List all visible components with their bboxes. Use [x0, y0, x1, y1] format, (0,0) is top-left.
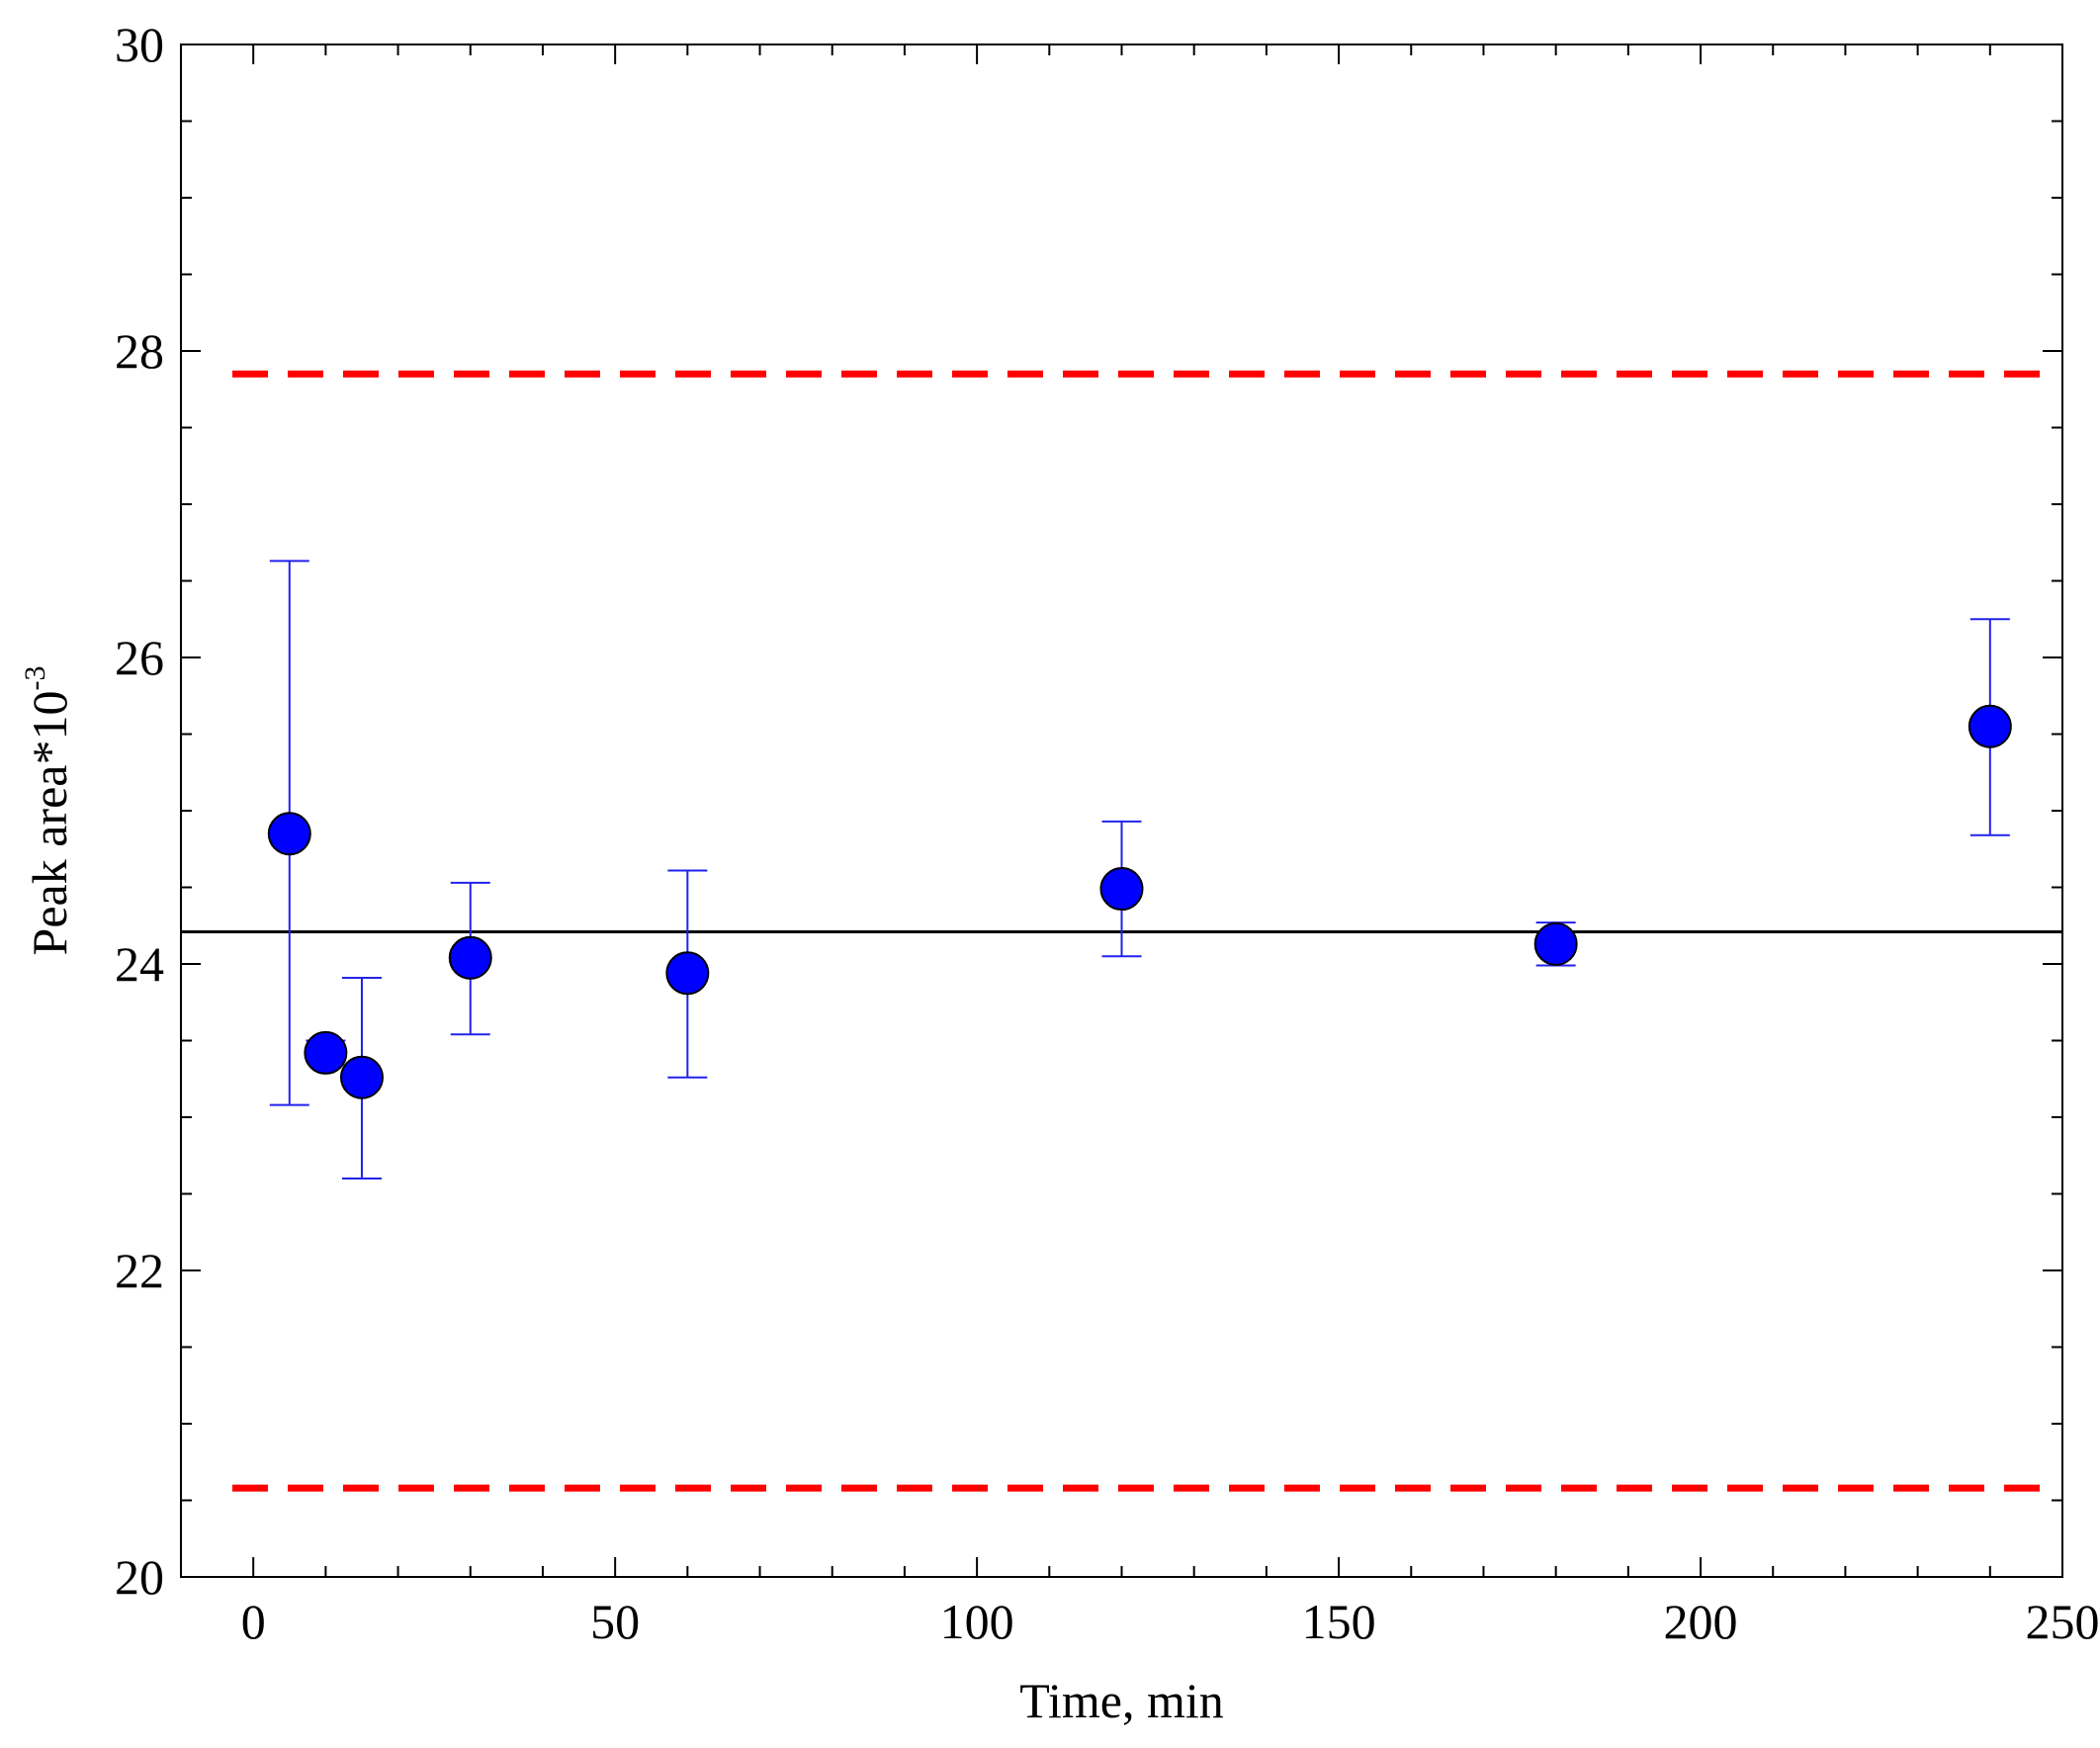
y-tick-label: 26: [115, 630, 164, 685]
tick-labels: 0 50 100 150 200 250 20 22 24 26 28 30: [115, 17, 2100, 1649]
y-tick-label: 22: [115, 1243, 164, 1298]
y-tick-label: 24: [115, 936, 164, 992]
axis-ticks: [181, 44, 2063, 1578]
x-tick-label: 100: [940, 1594, 1014, 1649]
x-tick-label: 250: [2026, 1594, 2100, 1649]
x-tick-label: 150: [1302, 1594, 1376, 1649]
x-tick-label: 50: [590, 1594, 640, 1649]
data-point: [1099, 867, 1144, 912]
data-point: [304, 1030, 348, 1075]
data-point: [448, 935, 492, 980]
y-tick-label: 28: [115, 323, 164, 379]
y-axis-label-superscript: -3: [19, 666, 51, 691]
data-point: [1533, 921, 1578, 966]
y-axis-label: Peak area*10-3: [19, 666, 77, 956]
x-tick-label: 0: [241, 1594, 266, 1649]
y-tick-label: 20: [115, 1549, 164, 1605]
error-bars: [269, 560, 2010, 1180]
x-tick-label: 200: [1664, 1594, 1738, 1649]
data-point: [339, 1055, 384, 1099]
data-point: [665, 951, 710, 996]
data-points: [267, 704, 2012, 1099]
data-point: [267, 812, 311, 856]
plot-frame: [180, 44, 2063, 1578]
y-axis-label-main: Peak area*10: [22, 691, 77, 956]
y-tick-label: 30: [115, 17, 164, 72]
x-axis-label: Time, min: [1019, 1673, 1224, 1728]
data-point: [1968, 704, 2012, 748]
